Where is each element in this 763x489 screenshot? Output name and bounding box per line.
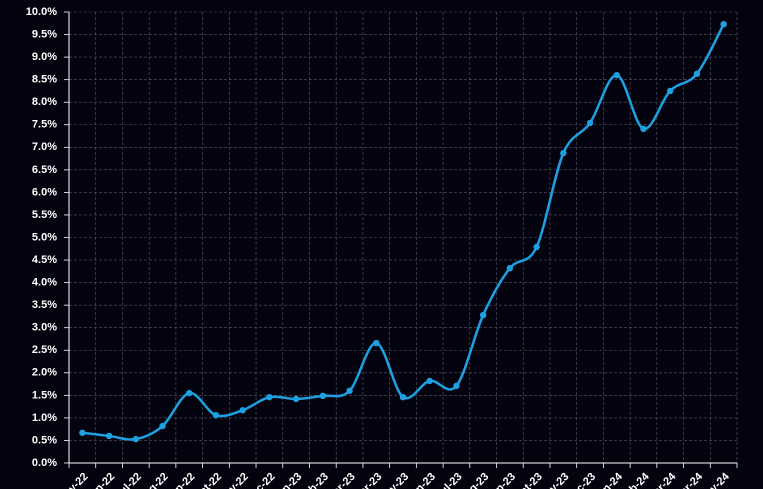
y-tick-label: 4.0%: [32, 277, 57, 289]
point: [453, 382, 460, 390]
line: [82, 23, 725, 441]
y-tick-label: 7.5%: [32, 119, 57, 131]
point: [239, 407, 246, 414]
y-tick-label: 2.0%: [32, 367, 57, 379]
point: [399, 393, 407, 401]
y-tick-label: 1.5%: [32, 389, 57, 401]
y-tick-label: 10.0%: [26, 6, 57, 18]
point: [212, 411, 220, 419]
y-tick-label: 6.5%: [32, 164, 57, 176]
point: [292, 395, 300, 403]
point: [560, 149, 567, 157]
point: [533, 243, 540, 251]
y-tick-label: 0.5%: [32, 434, 57, 446]
point: [613, 71, 620, 79]
point: [346, 387, 353, 395]
y-tick-label: 1.0%: [32, 412, 57, 424]
point: [506, 264, 514, 272]
point: [105, 432, 113, 440]
point: [479, 311, 487, 319]
point: [186, 389, 193, 397]
point: [159, 422, 166, 430]
point: [640, 125, 647, 133]
point: [720, 20, 727, 28]
y-tick-label: 4.5%: [32, 254, 57, 266]
y-tick-label: 5.5%: [32, 209, 57, 221]
point: [373, 339, 380, 347]
y-tick-label: 3.5%: [32, 299, 57, 311]
point: [266, 393, 273, 401]
y-tick-label: 6.0%: [32, 186, 57, 198]
x-tick-label: May-22: [56, 471, 91, 489]
y-tick-label: 8.5%: [32, 74, 57, 86]
point: [667, 87, 674, 95]
x-tick-label: Jul-23: [434, 471, 465, 489]
point: [319, 392, 327, 400]
y-tick-label: 7.0%: [32, 141, 57, 153]
y-tick-label: 8.0%: [32, 96, 57, 108]
y-tick-label: 5.0%: [32, 231, 57, 243]
point: [586, 119, 594, 127]
point: [426, 377, 433, 385]
point: [132, 435, 139, 443]
y-tick-label: 9.5%: [32, 28, 57, 40]
y-tick-label: 3.0%: [32, 322, 57, 334]
y-tick-label: 0.0%: [32, 457, 57, 469]
y-tick-label: 2.5%: [32, 344, 57, 356]
point: [693, 70, 701, 77]
y-tick-label: 9.0%: [32, 51, 57, 63]
x-tick-label: Jul-22: [113, 471, 144, 489]
point: [79, 429, 86, 436]
